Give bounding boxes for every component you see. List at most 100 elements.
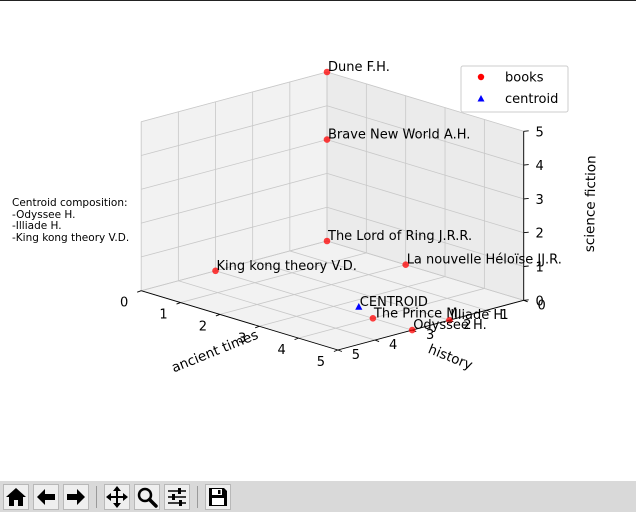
x-tick [486,309,491,313]
grid-line-y [180,252,367,303]
data-point-label: Dune F.H. [328,60,390,75]
grid-line-z [326,240,524,301]
axes-grid [140,71,525,351]
floppy-disk-icon [209,488,227,506]
x-tick-label: 0 [538,298,546,313]
grid-line-z [326,105,524,166]
pan-button[interactable] [104,484,130,510]
arrow-left-icon [37,489,55,505]
y-axis-label: ancient times [169,327,260,376]
x-tick-label: 5 [352,348,360,363]
grid-line-z [326,206,524,267]
z-tick [523,265,529,267]
z-tick [523,299,529,301]
x-tick [337,349,343,352]
x-axis-line [337,299,524,351]
grid-line-z [141,105,328,156]
grid-line-z [326,173,524,234]
navigation-toolbar [0,481,636,512]
annotation-line: -King kong theory V.D. [12,232,129,244]
grid-line-z [141,139,328,190]
y-tick [176,302,181,305]
save-button[interactable] [205,484,231,510]
y-tick [333,349,339,352]
home-button[interactable] [3,484,29,510]
3d-scatter-plot[interactable]: 0 1 2 3 4 5 0 1 2 3 4 5 0 1 2 3 4 5 Dune F.H. Brave New Wo… [0,0,636,481]
z-tick-label: 3 [536,193,544,208]
grid-line-y [219,264,406,315]
y-tick-label: 3 [238,331,246,346]
configure-subplots-button[interactable] [164,484,190,510]
legend-frame [460,65,569,113]
x-tick [374,339,380,342]
grid-line-x [289,250,487,311]
annotation-line: -Odyssee H. [12,209,75,221]
data-point-books [323,136,331,143]
data-marks: Dune F.H. Brave New World A.H. La nouvelle… [212,60,562,334]
z-tick [523,164,529,166]
grid-line-z [141,173,328,224]
z-tick [523,197,529,200]
axes-panes [139,71,526,351]
centroid-composition-annotation: Centroid composition: -Odyssee H. -Illia… [12,197,129,244]
data-point-books [369,315,377,322]
toolbar-separator [197,486,198,508]
axes-ticks: 0 1 2 3 4 5 0 1 2 3 4 5 0 1 2 3 4 5 [120,125,546,370]
back-button[interactable] [33,484,59,510]
grid-line-x [252,260,450,321]
data-point-books [212,267,219,275]
x-tick-label: 4 [389,338,397,353]
data-point-books [446,316,453,324]
data-point-label: The Lord of Ring J.R.R. [327,229,472,244]
z-tick-label: 4 [536,159,544,174]
grid-line-y [259,276,446,327]
y-tick-label: 0 [120,296,128,311]
data-point-books [323,237,331,245]
y-tick-label: 1 [159,308,167,323]
data-point-label: CENTROID [360,295,428,310]
z-tick-label: 2 [536,227,544,242]
y-axis-line [141,290,339,351]
x-axis-label: history [426,341,475,373]
x-tick-label: 3 [426,328,434,343]
data-point-books [323,68,331,76]
z-tick [523,130,529,132]
forward-button[interactable] [63,484,89,510]
data-point-label: King kong theory V.D. [217,259,357,274]
grid-line-x [215,270,413,331]
z-tick [523,231,529,234]
toolbar-separator [96,486,97,508]
data-point-centroid [355,303,363,310]
z-tick-label: 5 [536,125,544,140]
y-tick [255,325,260,329]
home-icon [6,488,26,506]
z-axis-label: science fiction [582,155,600,252]
grid-line-z [141,71,328,123]
grid-line-y [298,288,485,339]
data-point-label: La nouvelle Héloïse JJ.R. [407,253,562,268]
legend-label-centroid: centroid [505,92,558,107]
x-tick-label: 2 [463,318,471,333]
move-icon [106,486,128,508]
y-tick-label: 5 [317,355,325,370]
data-point-label: Brave New World A.H. [328,128,470,143]
grid-line-x [178,280,376,341]
z-tick-label: 1 [536,261,544,276]
annotation-line: -Illiade H. [12,220,62,232]
y-tick [215,313,221,317]
y-tick-label: 2 [199,319,207,334]
axes-lines [141,131,525,351]
magnifier-icon [137,487,158,508]
grid-line-z [141,240,328,292]
grid-line-z [326,139,524,200]
z-tick-label: 0 [536,294,544,309]
data-point-label: The Prince M. [373,306,462,321]
y-tick [294,337,299,341]
legend-marker-centroid [477,95,485,102]
grid-line-z [141,206,328,258]
data-point-books [402,261,410,269]
data-point-label: Odyssee H. [413,318,487,333]
grid-line-z [326,71,524,132]
zoom-button[interactable] [134,484,160,510]
window-top-border [0,0,636,1]
